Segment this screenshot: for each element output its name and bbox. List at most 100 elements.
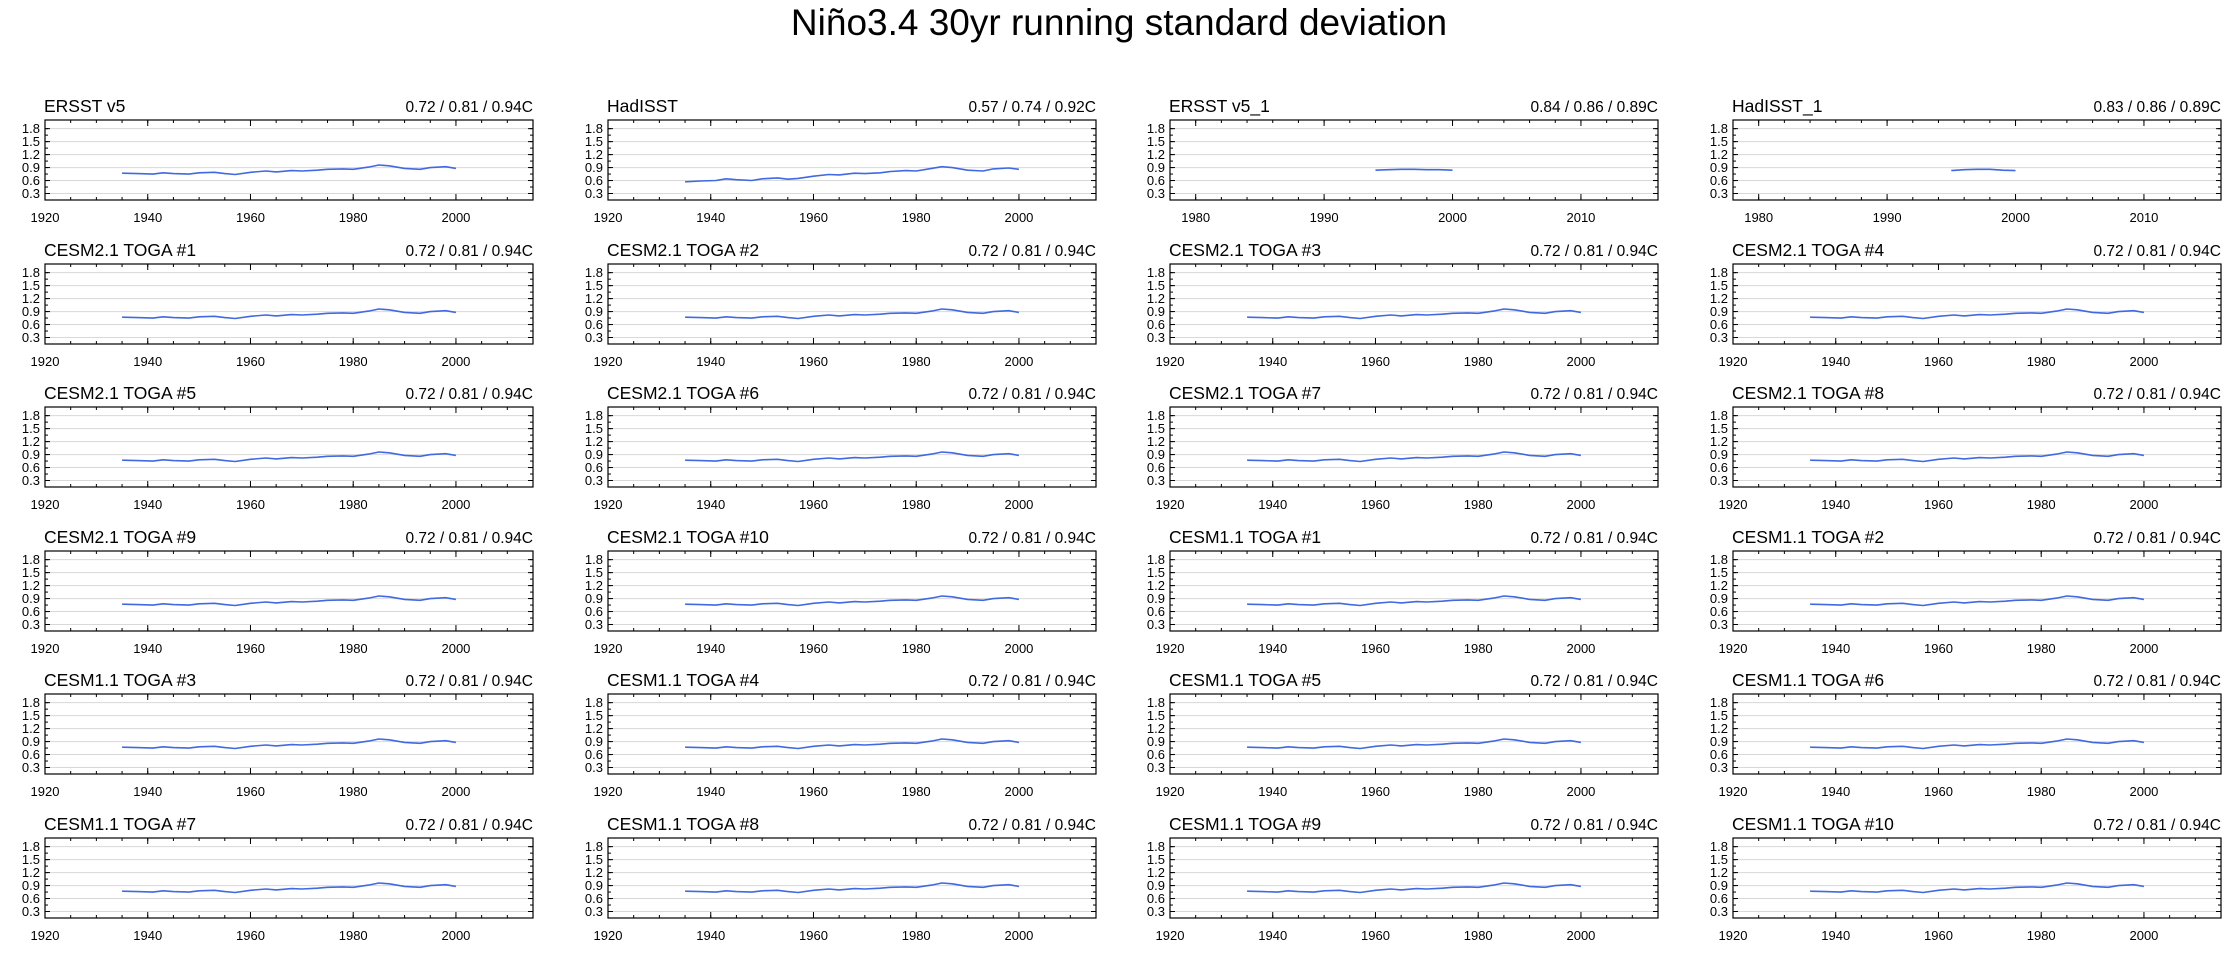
x-tick-label: 1960 bbox=[1924, 641, 1953, 656]
y-tick-label: 1.8 bbox=[1710, 121, 1728, 136]
y-tick-label: 1.2 bbox=[585, 578, 603, 593]
x-tick-label: 1980 bbox=[2027, 784, 2056, 799]
plot-frame bbox=[44, 263, 534, 345]
x-tick-label: 2000 bbox=[441, 928, 470, 943]
y-tick-label: 1.2 bbox=[1147, 434, 1165, 449]
series-line bbox=[1247, 451, 1582, 463]
plot-frame bbox=[1169, 550, 1659, 632]
chart-panel: 0.30.60.91.21.51.8 1920 1940 1960 1980 2000 CE… bbox=[22, 814, 534, 943]
y-tick-label: 0.3 bbox=[22, 617, 40, 632]
chart-panel: 0.30.60.91.21.51.8 1920 1940 1960 1980 2000 CE… bbox=[585, 670, 1097, 799]
series-line bbox=[1247, 308, 1582, 320]
series-line bbox=[122, 451, 457, 463]
y-tick-label: 0.6 bbox=[1147, 747, 1165, 762]
x-tick-label: 1980 bbox=[2027, 928, 2056, 943]
y-tick-label: 0.9 bbox=[22, 878, 40, 893]
plot-frame bbox=[607, 837, 1097, 919]
y-tick-label: 1.2 bbox=[1147, 147, 1165, 162]
x-tick-label: 1960 bbox=[1361, 784, 1390, 799]
panel-stats: 0.72 / 0.81 / 0.94C bbox=[1530, 817, 1658, 834]
x-tick-label: 1980 bbox=[2027, 354, 2056, 369]
x-tick-label: 1920 bbox=[31, 354, 60, 369]
y-tick-label: 0.3 bbox=[1710, 617, 1728, 632]
panel-stats: 0.72 / 0.81 / 0.94C bbox=[1530, 243, 1658, 260]
chart-panel: 0.30.60.91.21.51.8 1920 1940 1960 1980 2000 CE… bbox=[585, 383, 1097, 512]
y-tick-label: 1.5 bbox=[1710, 852, 1728, 867]
x-tick-label: 2000 bbox=[2001, 210, 2030, 225]
x-tick-label: 1920 bbox=[594, 210, 623, 225]
x-tick-label: 1920 bbox=[1719, 354, 1748, 369]
y-tick-label: 0.6 bbox=[585, 747, 603, 762]
chart-panel: 0.30.60.91.21.51.8 1920 1940 1960 1980 2000 CE… bbox=[1710, 527, 2222, 656]
panel-stats: 0.72 / 0.81 / 0.94C bbox=[2093, 243, 2221, 260]
x-tick-label: 1960 bbox=[799, 497, 828, 512]
panel-title: CESM1.1 TOGA #8 bbox=[607, 814, 759, 834]
panel-title: ERSST v5 bbox=[44, 96, 125, 116]
x-tick-label: 1920 bbox=[1156, 784, 1185, 799]
x-tick-label: 1960 bbox=[799, 354, 828, 369]
y-tick-label: 1.5 bbox=[1147, 565, 1165, 580]
y-tick-label: 0.9 bbox=[1147, 160, 1165, 175]
series-line bbox=[1810, 595, 2145, 607]
x-tick-label: 1940 bbox=[1821, 928, 1850, 943]
x-tick-label: 1940 bbox=[1821, 641, 1850, 656]
y-tick-label: 1.8 bbox=[1147, 265, 1165, 280]
x-tick-label: 1960 bbox=[236, 497, 265, 512]
y-tick-label: 0.3 bbox=[585, 617, 603, 632]
chart-panel: 0.30.60.91.21.51.8 1920 1940 1960 1980 2000 CE… bbox=[1710, 814, 2222, 943]
x-tick-label: 1980 bbox=[339, 641, 368, 656]
x-tick-label: 1920 bbox=[1156, 641, 1185, 656]
y-tick-label: 1.8 bbox=[1147, 839, 1165, 854]
series-line bbox=[122, 882, 457, 894]
x-tick-label: 1940 bbox=[133, 497, 162, 512]
y-tick-label: 1.5 bbox=[585, 565, 603, 580]
x-tick-label: 1960 bbox=[236, 354, 265, 369]
panel-stats: 0.72 / 0.81 / 0.94C bbox=[2093, 530, 2221, 547]
y-tick-label: 0.3 bbox=[22, 760, 40, 775]
y-tick-label: 1.2 bbox=[1710, 865, 1728, 880]
chart-panel: 0.30.60.91.21.51.8 1920 1940 1960 1980 2000 CE… bbox=[585, 527, 1097, 656]
y-tick-label: 1.2 bbox=[1710, 291, 1728, 306]
panel-title: CESM1.1 TOGA #2 bbox=[1732, 527, 1884, 547]
y-tick-label: 0.9 bbox=[585, 591, 603, 606]
chart-panel: 0.30.60.91.21.51.8 1980 1990 2000 2010 ERSST … bbox=[1147, 96, 1659, 225]
panel-stats: 0.83 / 0.86 / 0.89C bbox=[2093, 99, 2221, 116]
x-tick-label: 1940 bbox=[696, 497, 725, 512]
y-tick-label: 0.6 bbox=[1147, 317, 1165, 332]
y-tick-label: 1.2 bbox=[1710, 578, 1728, 593]
y-tick-label: 0.6 bbox=[1710, 891, 1728, 906]
plot-frame bbox=[607, 693, 1097, 775]
y-tick-label: 1.8 bbox=[585, 695, 603, 710]
y-tick-label: 0.9 bbox=[1147, 734, 1165, 749]
x-tick-label: 1940 bbox=[1821, 784, 1850, 799]
series-line bbox=[1810, 308, 2145, 320]
plot-frame bbox=[1169, 837, 1659, 919]
x-tick-label: 1940 bbox=[133, 641, 162, 656]
chart-panel: 0.30.60.91.21.51.8 1920 1940 1960 1980 2000 CE… bbox=[1147, 383, 1659, 512]
y-tick-label: 1.2 bbox=[22, 434, 40, 449]
x-tick-label: 2000 bbox=[2129, 354, 2158, 369]
x-tick-label: 1980 bbox=[902, 354, 931, 369]
x-tick-label: 1980 bbox=[1464, 784, 1493, 799]
y-tick-label: 1.2 bbox=[22, 147, 40, 162]
x-tick-label: 1980 bbox=[339, 210, 368, 225]
y-tick-label: 0.6 bbox=[1147, 891, 1165, 906]
y-tick-label: 1.8 bbox=[1710, 408, 1728, 423]
y-tick-label: 1.5 bbox=[585, 708, 603, 723]
y-tick-label: 0.3 bbox=[1147, 617, 1165, 632]
chart-panel: 0.30.60.91.21.51.8 1920 1940 1960 1980 2000 CE… bbox=[22, 670, 534, 799]
y-tick-label: 1.2 bbox=[22, 291, 40, 306]
y-tick-label: 0.9 bbox=[1710, 734, 1728, 749]
x-tick-label: 2000 bbox=[2129, 497, 2158, 512]
y-tick-label: 1.2 bbox=[1710, 721, 1728, 736]
x-tick-label: 1940 bbox=[696, 784, 725, 799]
y-tick-label: 1.5 bbox=[1147, 278, 1165, 293]
x-tick-label: 1960 bbox=[1924, 354, 1953, 369]
x-tick-label: 1940 bbox=[1258, 354, 1287, 369]
y-tick-label: 0.3 bbox=[1147, 760, 1165, 775]
x-tick-label: 2000 bbox=[1004, 784, 1033, 799]
x-tick-label: 2000 bbox=[441, 784, 470, 799]
x-tick-label: 2000 bbox=[1438, 210, 1467, 225]
series-line bbox=[1810, 738, 2145, 750]
x-tick-label: 1960 bbox=[1361, 641, 1390, 656]
